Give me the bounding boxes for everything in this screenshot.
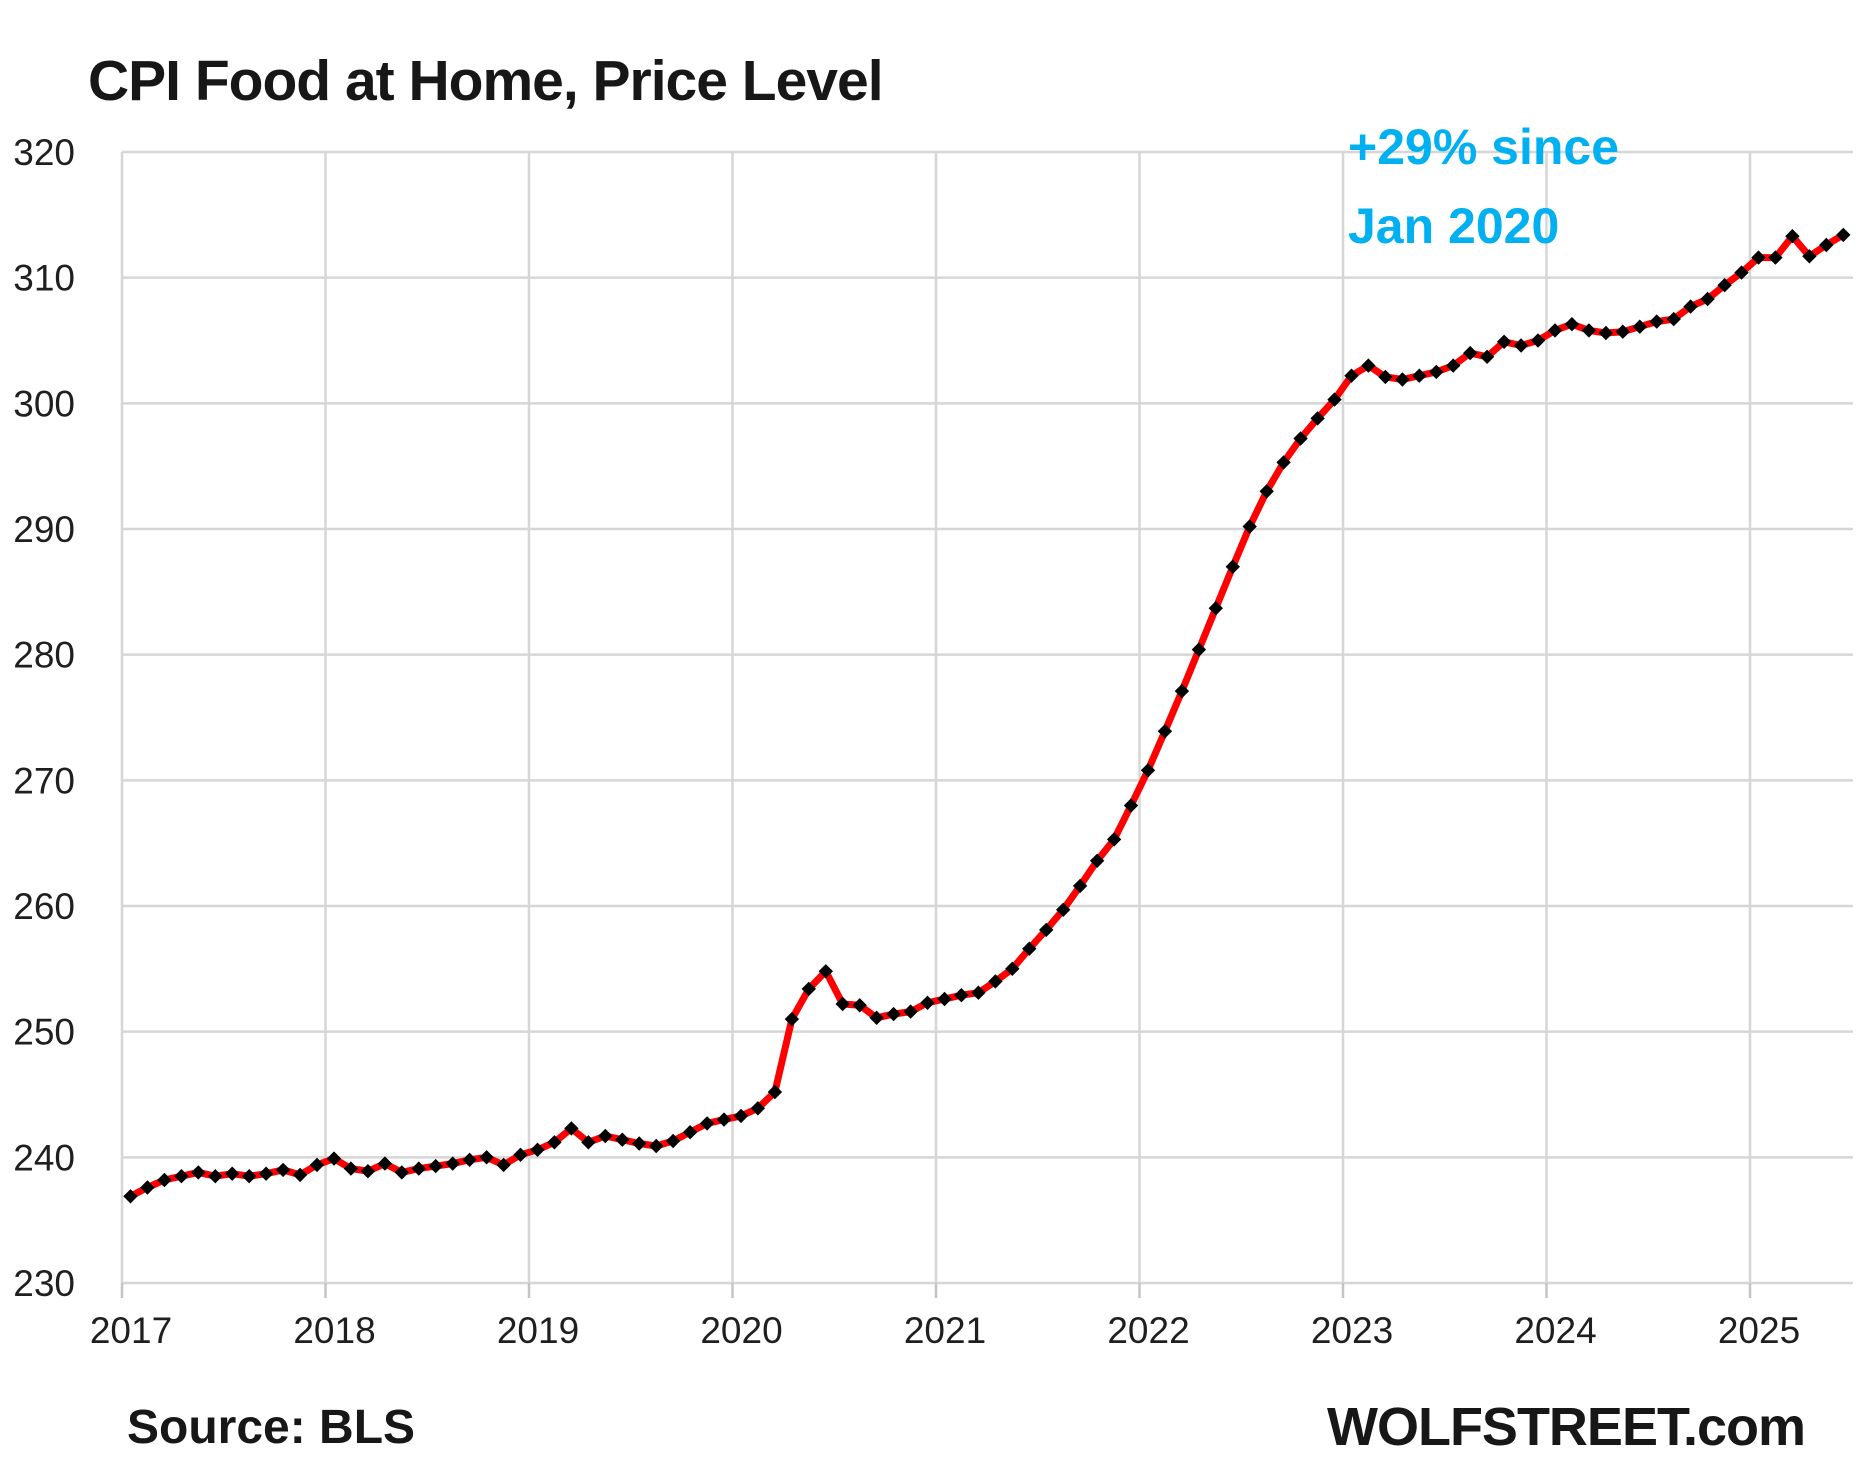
x-axis-label: 2021 <box>904 1310 986 1351</box>
x-axis-label: 2019 <box>497 1310 579 1351</box>
x-axis-label: 2025 <box>1718 1310 1800 1351</box>
y-axis-label: 280 <box>13 635 75 676</box>
x-axis-label: 2024 <box>1514 1310 1596 1351</box>
data-point-markers <box>123 227 1851 1204</box>
watermark-wolfstreet: WOLFSTREET.com <box>1326 1397 1806 1457</box>
chart-title: CPI Food at Home, Price Level <box>88 49 884 113</box>
x-axis-label: 2020 <box>700 1310 782 1351</box>
x-axis-label: 2022 <box>1107 1310 1189 1351</box>
y-axis-label: 250 <box>13 1012 75 1053</box>
y-axis-label: 320 <box>13 132 75 173</box>
y-axis-label: 270 <box>13 760 75 801</box>
annotation-line-1: +29% since <box>1348 119 1620 175</box>
y-axis-label: 260 <box>13 886 75 927</box>
y-axis-label: 240 <box>13 1137 75 1178</box>
x-axis-label: 2023 <box>1311 1310 1393 1351</box>
y-axis-label: 300 <box>13 383 75 424</box>
annotation-line-2: Jan 2020 <box>1348 198 1560 254</box>
y-axis-label: 290 <box>13 509 75 550</box>
cpi-line-series <box>127 231 1847 1200</box>
source-note: Source: BLS <box>127 1401 416 1454</box>
y-axis-label: 310 <box>13 258 75 299</box>
annotation-callout: +29% since Jan 2020 <box>1348 108 1619 266</box>
y-axis-label: 230 <box>13 1263 75 1304</box>
x-axis-label: 2017 <box>90 1310 172 1351</box>
x-axis-label: 2018 <box>293 1310 375 1351</box>
